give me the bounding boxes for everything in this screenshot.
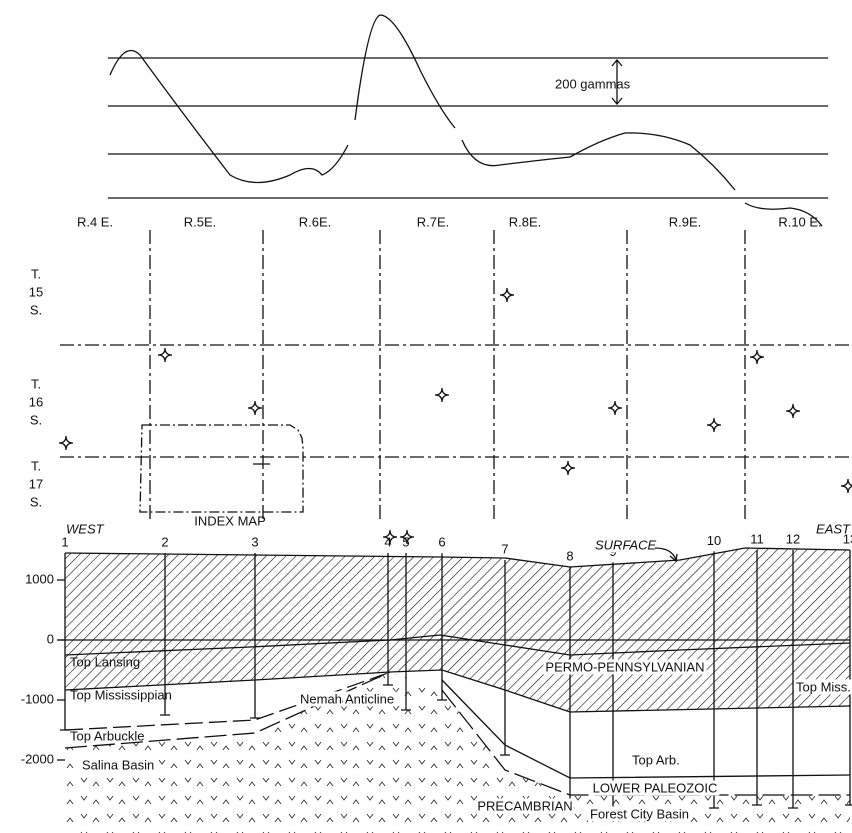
well-symbol <box>786 404 800 418</box>
range-label: R.8E. <box>509 214 542 229</box>
well-number: 8 <box>566 548 573 563</box>
section-label: Nemaha <box>300 691 350 706</box>
depth-label: 0 <box>47 631 54 646</box>
well-number: 10 <box>707 533 721 548</box>
section-label: Forest City Basin <box>590 806 689 821</box>
well-symbol <box>435 388 449 402</box>
well-number: 5 <box>402 534 409 549</box>
range-label: R.9E. <box>669 214 702 229</box>
section-label: PRECAMBRIAN <box>477 798 572 813</box>
section-label: Top Arbuckle <box>70 728 144 743</box>
township-label: 17 <box>29 476 43 491</box>
range-label: R.5E. <box>184 214 217 229</box>
range-label: R.4 E. <box>77 214 113 229</box>
township-label: 15 <box>29 284 43 299</box>
section-label: Salina Basin <box>82 757 154 772</box>
cross-section <box>60 548 850 833</box>
well-number: 4 <box>384 534 391 549</box>
well-number: 11 <box>750 531 764 546</box>
well-symbol <box>158 348 172 362</box>
range-label: R.6E. <box>299 214 332 229</box>
well-number: 6 <box>438 535 445 550</box>
well-number: 2 <box>161 534 168 549</box>
well-symbol <box>59 436 73 450</box>
township-label: T. <box>31 458 41 473</box>
range-label: R.10 E. <box>778 214 821 229</box>
depth-label: -1000 <box>21 691 54 706</box>
well-number: 3 <box>251 534 258 549</box>
west-label: WEST <box>66 521 105 536</box>
section-label: Top Lansing <box>70 654 140 669</box>
range-label: R.7E. <box>417 214 450 229</box>
township-label: T. <box>31 266 41 281</box>
index-map-label: INDEX MAP <box>194 513 266 528</box>
well-number: 13 <box>843 531 852 546</box>
township-label: S. <box>30 494 42 509</box>
well-number: 12 <box>786 531 800 546</box>
township-label: T. <box>31 376 41 391</box>
section-label: LOWER PALEOZOIC <box>593 780 718 795</box>
depth-label: 1000 <box>25 571 54 586</box>
section-label: Top Miss. <box>796 679 851 694</box>
section-label: Anticline <box>345 691 394 706</box>
section-label: Top Arb. <box>632 752 680 767</box>
well-symbol <box>500 288 514 302</box>
magnetic-profile <box>108 15 828 226</box>
figure: 200 gammas R.4 E. R.5E. R.6E. R.7E. R.8E. R.9E… <box>0 0 852 833</box>
well-number: 7 <box>501 541 508 556</box>
section-label: SURFACE <box>595 537 656 552</box>
well-symbol <box>608 401 622 415</box>
well-symbol <box>248 401 262 415</box>
township-label: S. <box>30 302 42 317</box>
township-label: 16 <box>29 394 43 409</box>
township-grid <box>60 230 850 520</box>
well-symbol <box>707 418 721 432</box>
section-label: PERMO-PENNSYLVANIAN <box>545 659 704 674</box>
scale-label: 200 gammas <box>555 76 631 91</box>
depth-label: -2000 <box>21 751 54 766</box>
hatched-layer <box>65 548 850 712</box>
well-symbol <box>841 479 852 493</box>
township-label: S. <box>30 412 42 427</box>
well-number: 1 <box>61 534 68 549</box>
section-label: Top Mississippian <box>70 687 172 702</box>
well-symbol <box>561 461 575 475</box>
well-symbol <box>750 350 764 364</box>
